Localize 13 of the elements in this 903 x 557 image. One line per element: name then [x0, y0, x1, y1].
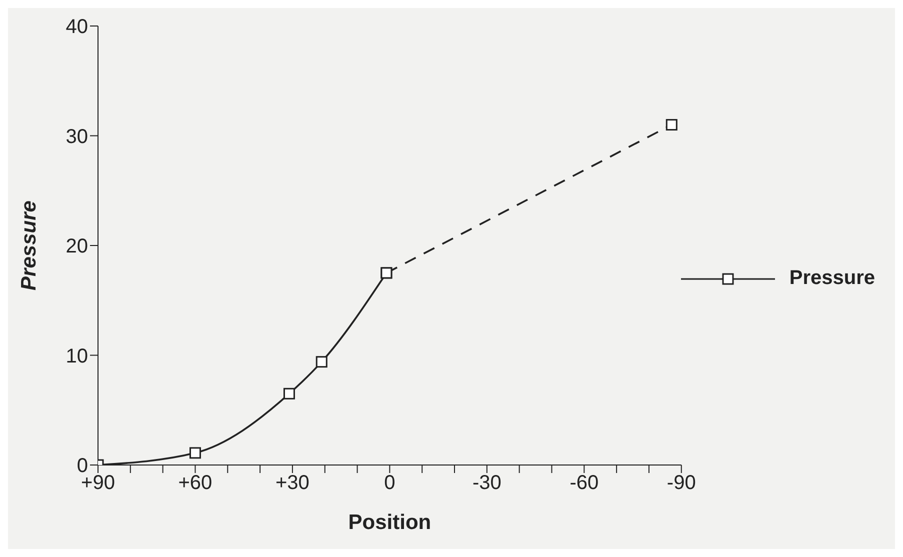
- x-tick-label: +60: [178, 472, 212, 494]
- y-tick-label: 30: [66, 126, 88, 148]
- y-tick-label: 40: [66, 16, 88, 38]
- y-axis-title: Pressure: [17, 200, 40, 290]
- x-tick-label: 0: [384, 472, 396, 494]
- y-tick-label: 10: [66, 345, 88, 368]
- x-tick-label: +30: [275, 472, 310, 494]
- x-tick-label: -90: [666, 472, 696, 494]
- legend-label: Pressure: [789, 267, 875, 290]
- x-axis-title: Position: [348, 511, 432, 534]
- x-tick-label: -30: [472, 472, 502, 494]
- y-tick-label: 20: [66, 236, 88, 258]
- x-tick-label: -60: [570, 472, 599, 494]
